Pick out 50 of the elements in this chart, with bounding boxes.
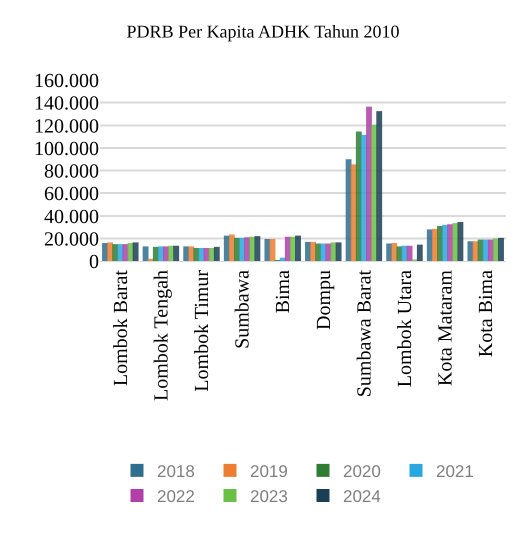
y-tick-label: 140.000 (34, 92, 99, 115)
bar (336, 242, 342, 261)
y-tick-label: 120.000 (34, 115, 99, 138)
y-tick-label: 160.000 (34, 70, 99, 92)
legend-label: 2023 (250, 487, 288, 506)
chart-title: PDRB Per Kapita ADHK Tahun 2010 (126, 21, 400, 42)
y-tick-label: 0 (89, 251, 99, 273)
legend-label: 2018 (157, 462, 195, 482)
bar (142, 246, 149, 261)
bar (204, 248, 210, 261)
bar (346, 159, 352, 261)
bar (214, 246, 220, 261)
x-tick-label: Lombok Barat (110, 270, 132, 386)
x-tick-label: Kota Bima (475, 270, 498, 358)
legend-label: 2020 (343, 462, 381, 482)
bar (457, 222, 464, 261)
y-tick-label: 60.000 (44, 183, 99, 206)
bar (498, 238, 504, 261)
bar (478, 240, 484, 261)
y-tick-label: 80.000 (44, 160, 99, 182)
bar (173, 246, 180, 261)
bar (442, 224, 448, 261)
x-tick-label: Dompu (312, 270, 335, 330)
bar (406, 246, 413, 261)
legend-label: 2021 (436, 462, 474, 482)
bar (295, 236, 301, 261)
bar (107, 242, 114, 261)
legend-label: 2022 (157, 487, 195, 506)
x-tick-label: Kota Mataram (434, 270, 457, 386)
legend-label: 2019 (250, 462, 288, 482)
bar (310, 242, 316, 261)
bar (168, 246, 174, 261)
bar (376, 111, 382, 261)
bar (254, 236, 260, 261)
y-tick-label: 20.000 (44, 228, 99, 250)
x-tick-label: Sumbawa (232, 270, 254, 349)
bar (270, 239, 276, 261)
legend-label: 2024 (343, 487, 381, 506)
x-tick-label: Sumbawa Barat (353, 270, 376, 398)
x-tick-label: Bima (272, 270, 294, 314)
x-tick-label: Lombok Tengah (150, 270, 172, 401)
bar (416, 244, 423, 261)
y-tick-label: 40.000 (44, 206, 99, 228)
bar (371, 124, 378, 261)
bar (280, 258, 286, 261)
x-tick-label: Lombok Timur (191, 270, 213, 392)
bar (239, 238, 246, 261)
x-tick-label: Lombok Utara (394, 270, 416, 388)
bar (132, 242, 139, 261)
y-tick-label: 100.000 (34, 138, 99, 160)
